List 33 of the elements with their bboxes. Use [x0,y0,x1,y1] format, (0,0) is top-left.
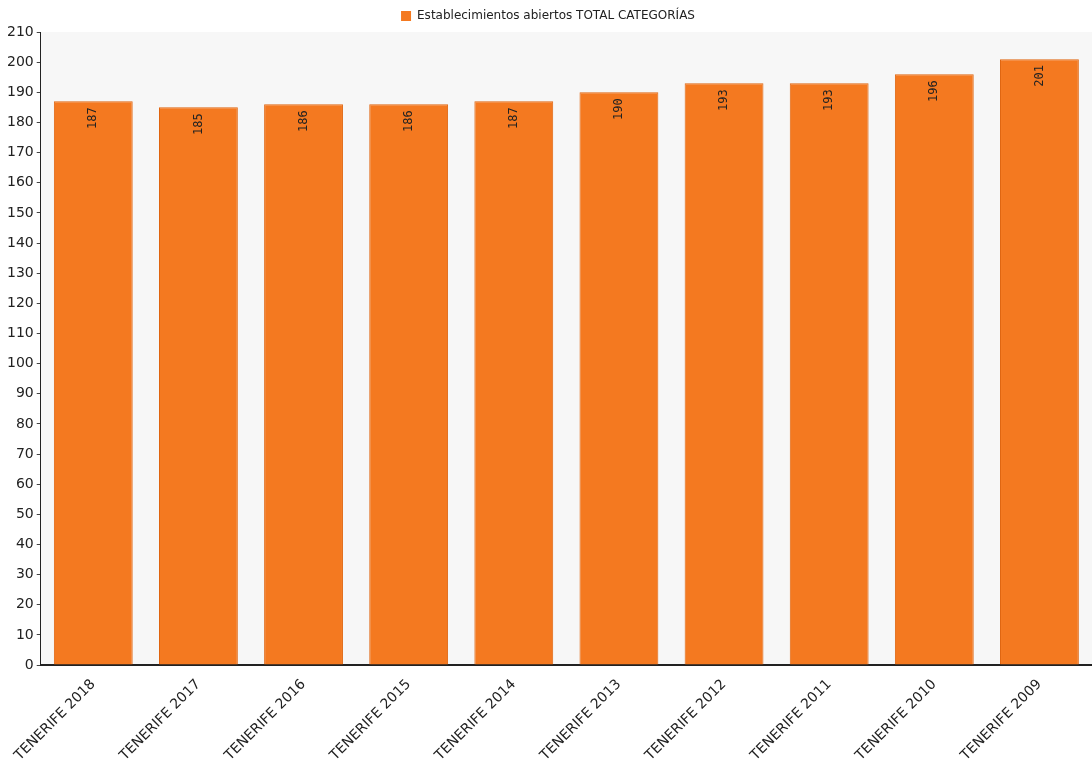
y-tick-label: 170 [6,143,34,160]
data-label: 187 [85,107,100,130]
y-tick-label: 50 [15,504,34,521]
data-label: 186 [400,110,415,133]
y-tick-label: 100 [6,354,34,371]
y-tick-label: 130 [6,263,34,280]
y-tick-label: 210 [6,22,34,39]
data-label: 187 [505,107,520,130]
y-tick-label: 0 [24,655,34,672]
data-label: 190 [611,98,626,120]
data-label: 185 [190,113,205,136]
y-tick-label: 200 [6,52,34,69]
data-label: 193 [821,89,836,111]
y-tick-label: 180 [6,113,34,130]
y-tick-label: 160 [6,173,34,190]
y-tick-label: 80 [15,414,34,431]
y-tick-label: 20 [15,595,34,612]
y-tick-label: 110 [6,324,34,341]
y-tick-label: 10 [15,625,34,642]
data-label: 186 [295,110,310,133]
y-tick-label: 120 [6,293,34,310]
y-tick-label: 190 [6,82,34,99]
y-tick-label: 30 [15,565,34,582]
y-tick-label: 60 [15,474,34,491]
y-tick-label: 90 [15,384,34,401]
data-label: 193 [716,89,731,111]
y-tick-label: 40 [15,535,34,552]
y-tick-label: 150 [6,203,34,220]
legend-label: Establecimientos abiertos TOTAL CATEGORÍAS [417,7,695,23]
y-tick-label: 70 [15,444,34,461]
data-label: 201 [1031,65,1046,87]
data-label: 196 [926,80,941,102]
y-tick-label: 140 [6,233,34,250]
